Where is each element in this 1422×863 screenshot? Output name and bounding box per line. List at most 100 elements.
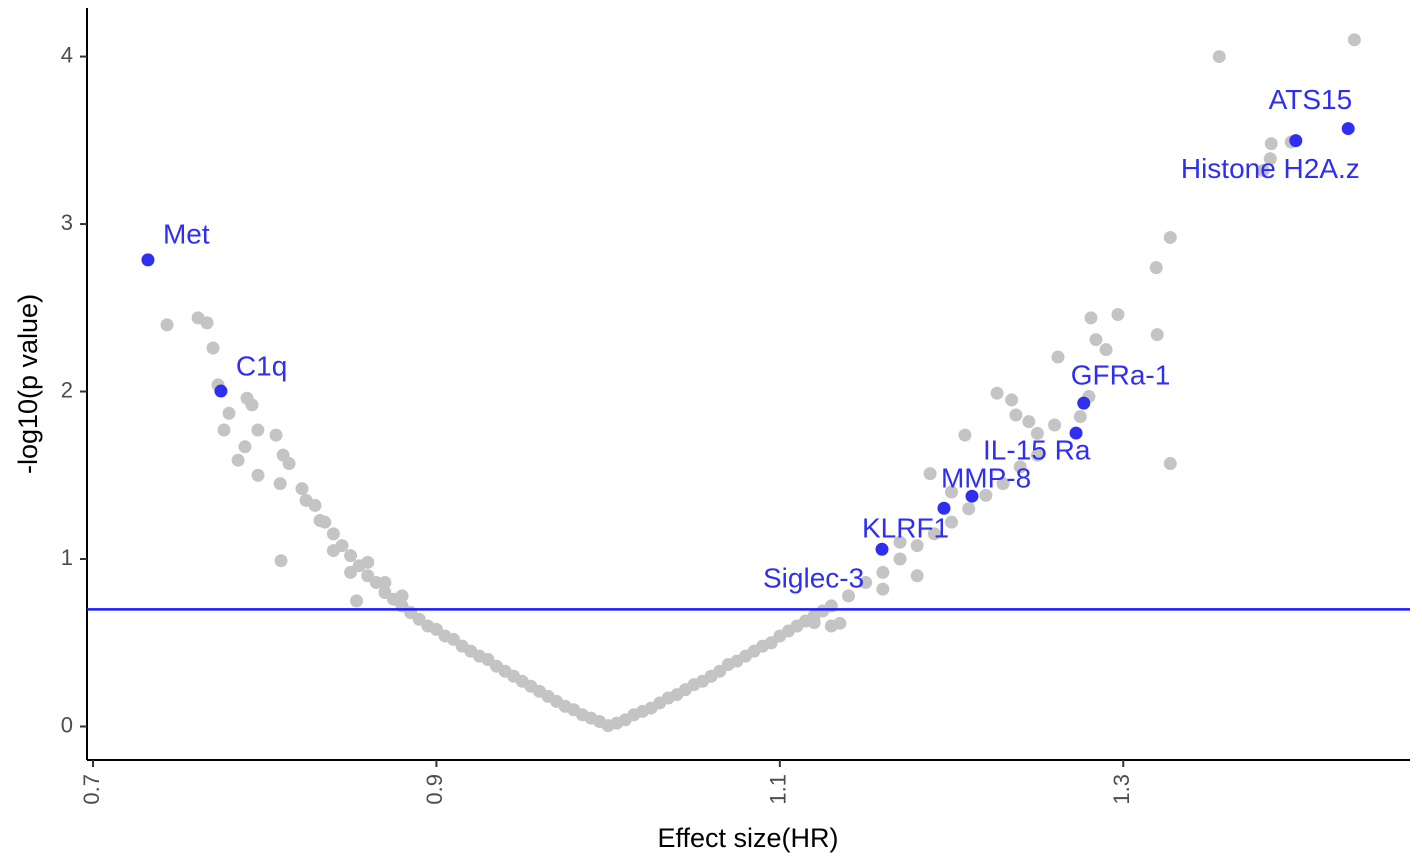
point [308, 498, 322, 512]
x-tick-label: 1.1 [766, 774, 791, 805]
point [1089, 333, 1103, 347]
point-label: GFRa-1 [1071, 359, 1171, 390]
point [251, 423, 265, 437]
point [610, 716, 624, 730]
point [644, 701, 658, 715]
point [1263, 152, 1277, 166]
point [274, 554, 288, 568]
point [1150, 328, 1164, 342]
point [627, 708, 641, 722]
point [678, 683, 692, 697]
point [927, 527, 941, 541]
point [996, 477, 1010, 491]
point [395, 589, 409, 603]
point [1009, 408, 1023, 422]
point [1084, 311, 1098, 325]
point-label: MMP-8 [941, 463, 1031, 494]
x-tick-label: 0.9 [422, 774, 447, 805]
point [661, 691, 675, 705]
point [251, 468, 265, 482]
point [282, 457, 296, 471]
point [1030, 426, 1044, 440]
point [893, 552, 907, 566]
point [141, 253, 155, 267]
point [1073, 410, 1087, 424]
point [238, 440, 252, 454]
point [1111, 307, 1125, 321]
point [842, 589, 856, 603]
point [747, 644, 761, 658]
point [958, 428, 972, 442]
point [945, 515, 959, 529]
point [1051, 350, 1065, 364]
y-tick-label: 4 [61, 42, 73, 67]
x-tick-label: 1.3 [1109, 774, 1134, 805]
point [269, 428, 283, 442]
point [781, 624, 795, 638]
point-label: C1q [236, 350, 287, 381]
point [160, 318, 174, 332]
point-label: ATS15 [1269, 84, 1353, 115]
x-tick-label: 0.7 [79, 774, 104, 805]
point [937, 501, 951, 515]
point [295, 482, 309, 496]
point [965, 489, 979, 503]
point [910, 539, 924, 553]
point-label: Met [163, 218, 210, 249]
point [524, 679, 538, 693]
point [923, 467, 937, 481]
point [945, 485, 959, 499]
point [1289, 134, 1303, 148]
point [326, 527, 340, 541]
point [1163, 457, 1177, 471]
point [696, 674, 710, 688]
point [1069, 426, 1083, 440]
point [378, 575, 392, 589]
point [558, 699, 572, 713]
y-axis-title: -log10(p value) [13, 294, 43, 474]
point [222, 406, 236, 420]
point [1163, 230, 1177, 244]
point [876, 565, 890, 579]
point [816, 604, 830, 618]
point [472, 649, 486, 663]
point [1030, 448, 1044, 462]
point [200, 316, 214, 330]
point [1341, 122, 1355, 136]
point [893, 535, 907, 549]
point [1005, 393, 1019, 407]
point [1099, 343, 1113, 357]
point [318, 515, 332, 529]
point [1048, 418, 1062, 432]
point [807, 616, 821, 630]
point [1077, 396, 1091, 410]
point [273, 477, 287, 491]
point-label: IL-15 Ra [983, 434, 1091, 465]
point [206, 341, 220, 355]
point [438, 629, 452, 643]
point [344, 549, 358, 563]
point [214, 384, 228, 398]
point [245, 398, 259, 412]
x-axis-title: Effect size(HR) [657, 823, 838, 853]
point-label: KLRF1 [862, 513, 949, 544]
point [713, 664, 727, 678]
point [1149, 261, 1163, 275]
point [490, 659, 504, 673]
point [575, 708, 589, 722]
point [541, 689, 555, 703]
point [859, 575, 873, 589]
point [326, 544, 340, 558]
point [910, 569, 924, 583]
point [1212, 50, 1226, 64]
point [217, 423, 231, 437]
point [764, 636, 778, 650]
point-label: Histone H2A.z [1181, 153, 1360, 184]
point [1347, 33, 1361, 47]
point [361, 555, 375, 569]
point [1022, 415, 1036, 429]
point [990, 386, 1004, 400]
point [1013, 460, 1027, 474]
point [507, 669, 521, 683]
